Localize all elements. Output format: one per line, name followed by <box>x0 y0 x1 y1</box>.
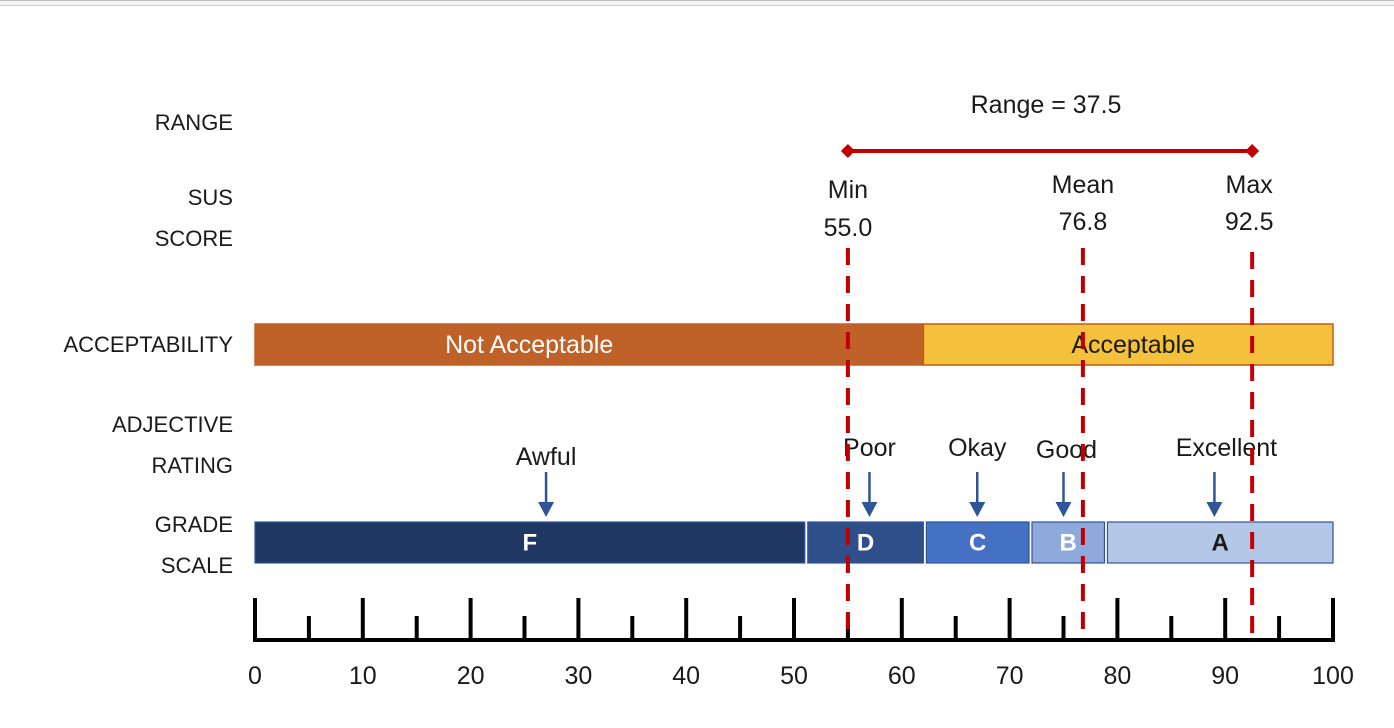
sus-mean-name: Mean <box>1052 171 1115 199</box>
grade-label-d: D <box>857 530 874 557</box>
sus-max-value: 92.5 <box>1225 208 1274 236</box>
acceptability-label-0: Not Acceptable <box>445 331 613 359</box>
row-label-grade-1: GRADE <box>155 512 233 537</box>
range-end-marker <box>1245 144 1260 158</box>
row-label-adjective-1: ADJECTIVE <box>112 412 233 437</box>
sus-min-value: 55.0 <box>824 214 873 242</box>
axis-tick-label: 70 <box>996 662 1024 690</box>
acceptability-band-1 <box>922 323 1334 366</box>
grade-band-d <box>807 521 924 564</box>
adjective-label-poor: Poor <box>843 434 896 462</box>
axis-tick-label: 50 <box>780 662 808 690</box>
adjective-label-good: Good <box>1036 436 1097 464</box>
sus-scores: Min 55.0 Mean 76.8 Max 92.5 <box>824 171 1274 640</box>
row-label-range: RANGE <box>155 110 233 135</box>
row-label-acceptability: ACCEPTABILITY <box>63 332 233 357</box>
sus-mean-value: 76.8 <box>1059 208 1108 236</box>
grade-band-b <box>1031 521 1106 564</box>
adjective-arrow-head-4 <box>1206 502 1223 517</box>
axis-tick-label: 100 <box>1312 662 1354 690</box>
grade-label-a: A <box>1212 530 1229 557</box>
score-axis: 0 10 20 30 40 50 60 70 80 90 100 <box>248 598 1354 690</box>
grade-label-b: B <box>1060 530 1077 557</box>
acceptability-bar: Not Acceptable Acceptable <box>254 323 1334 366</box>
axis-tick-label: 30 <box>564 662 592 690</box>
grade-label-c: C <box>969 530 986 557</box>
row-label-grade-2: SCALE <box>161 553 233 578</box>
grade-label-f: F <box>523 530 538 557</box>
grade-band-c <box>925 521 1030 564</box>
row-labels: RANGE SUS SCORE ACCEPTABILITY ADJECTIVE … <box>63 110 233 578</box>
axis-tick-label: 20 <box>457 662 485 690</box>
axis-tick-label: 40 <box>672 662 700 690</box>
range-group: Range = 37.5 <box>840 91 1260 158</box>
axis-tick-label: 80 <box>1103 662 1131 690</box>
adjective-arrow-head-3 <box>1055 502 1072 517</box>
row-label-sus-1: SUS <box>188 185 233 210</box>
adjective-label-excellent: Excellent <box>1176 434 1277 462</box>
axis-tick-label: 10 <box>349 662 377 690</box>
adjective-arrow-head-1 <box>861 502 878 517</box>
adjective-arrow-head-2 <box>969 502 986 517</box>
axis-tick-label: 0 <box>248 662 262 690</box>
row-label-adjective-2: RATING <box>152 453 233 478</box>
adjective-label-okay: Okay <box>948 434 1007 462</box>
adjective-arrow-head-0 <box>538 502 555 517</box>
grade-band-f <box>254 521 806 564</box>
adjective-label-awful: Awful <box>516 443 577 471</box>
range-label: Range = 37.5 <box>971 91 1122 119</box>
acceptability-label-1: Acceptable <box>1071 331 1195 359</box>
axis-tick-label: 90 <box>1211 662 1239 690</box>
adjective-ratings: Awful Poor Okay Good Excellent <box>516 434 1277 517</box>
sus-max-name: Max <box>1226 171 1274 199</box>
grade-band-a <box>1106 521 1334 564</box>
sus-min-name: Min <box>828 176 868 204</box>
range-start-marker <box>840 144 855 158</box>
axis-tick-label: 60 <box>888 662 916 690</box>
acceptability-band-0 <box>254 323 925 366</box>
window-top-border <box>0 0 1394 6</box>
row-label-sus-2: SCORE <box>155 226 233 251</box>
